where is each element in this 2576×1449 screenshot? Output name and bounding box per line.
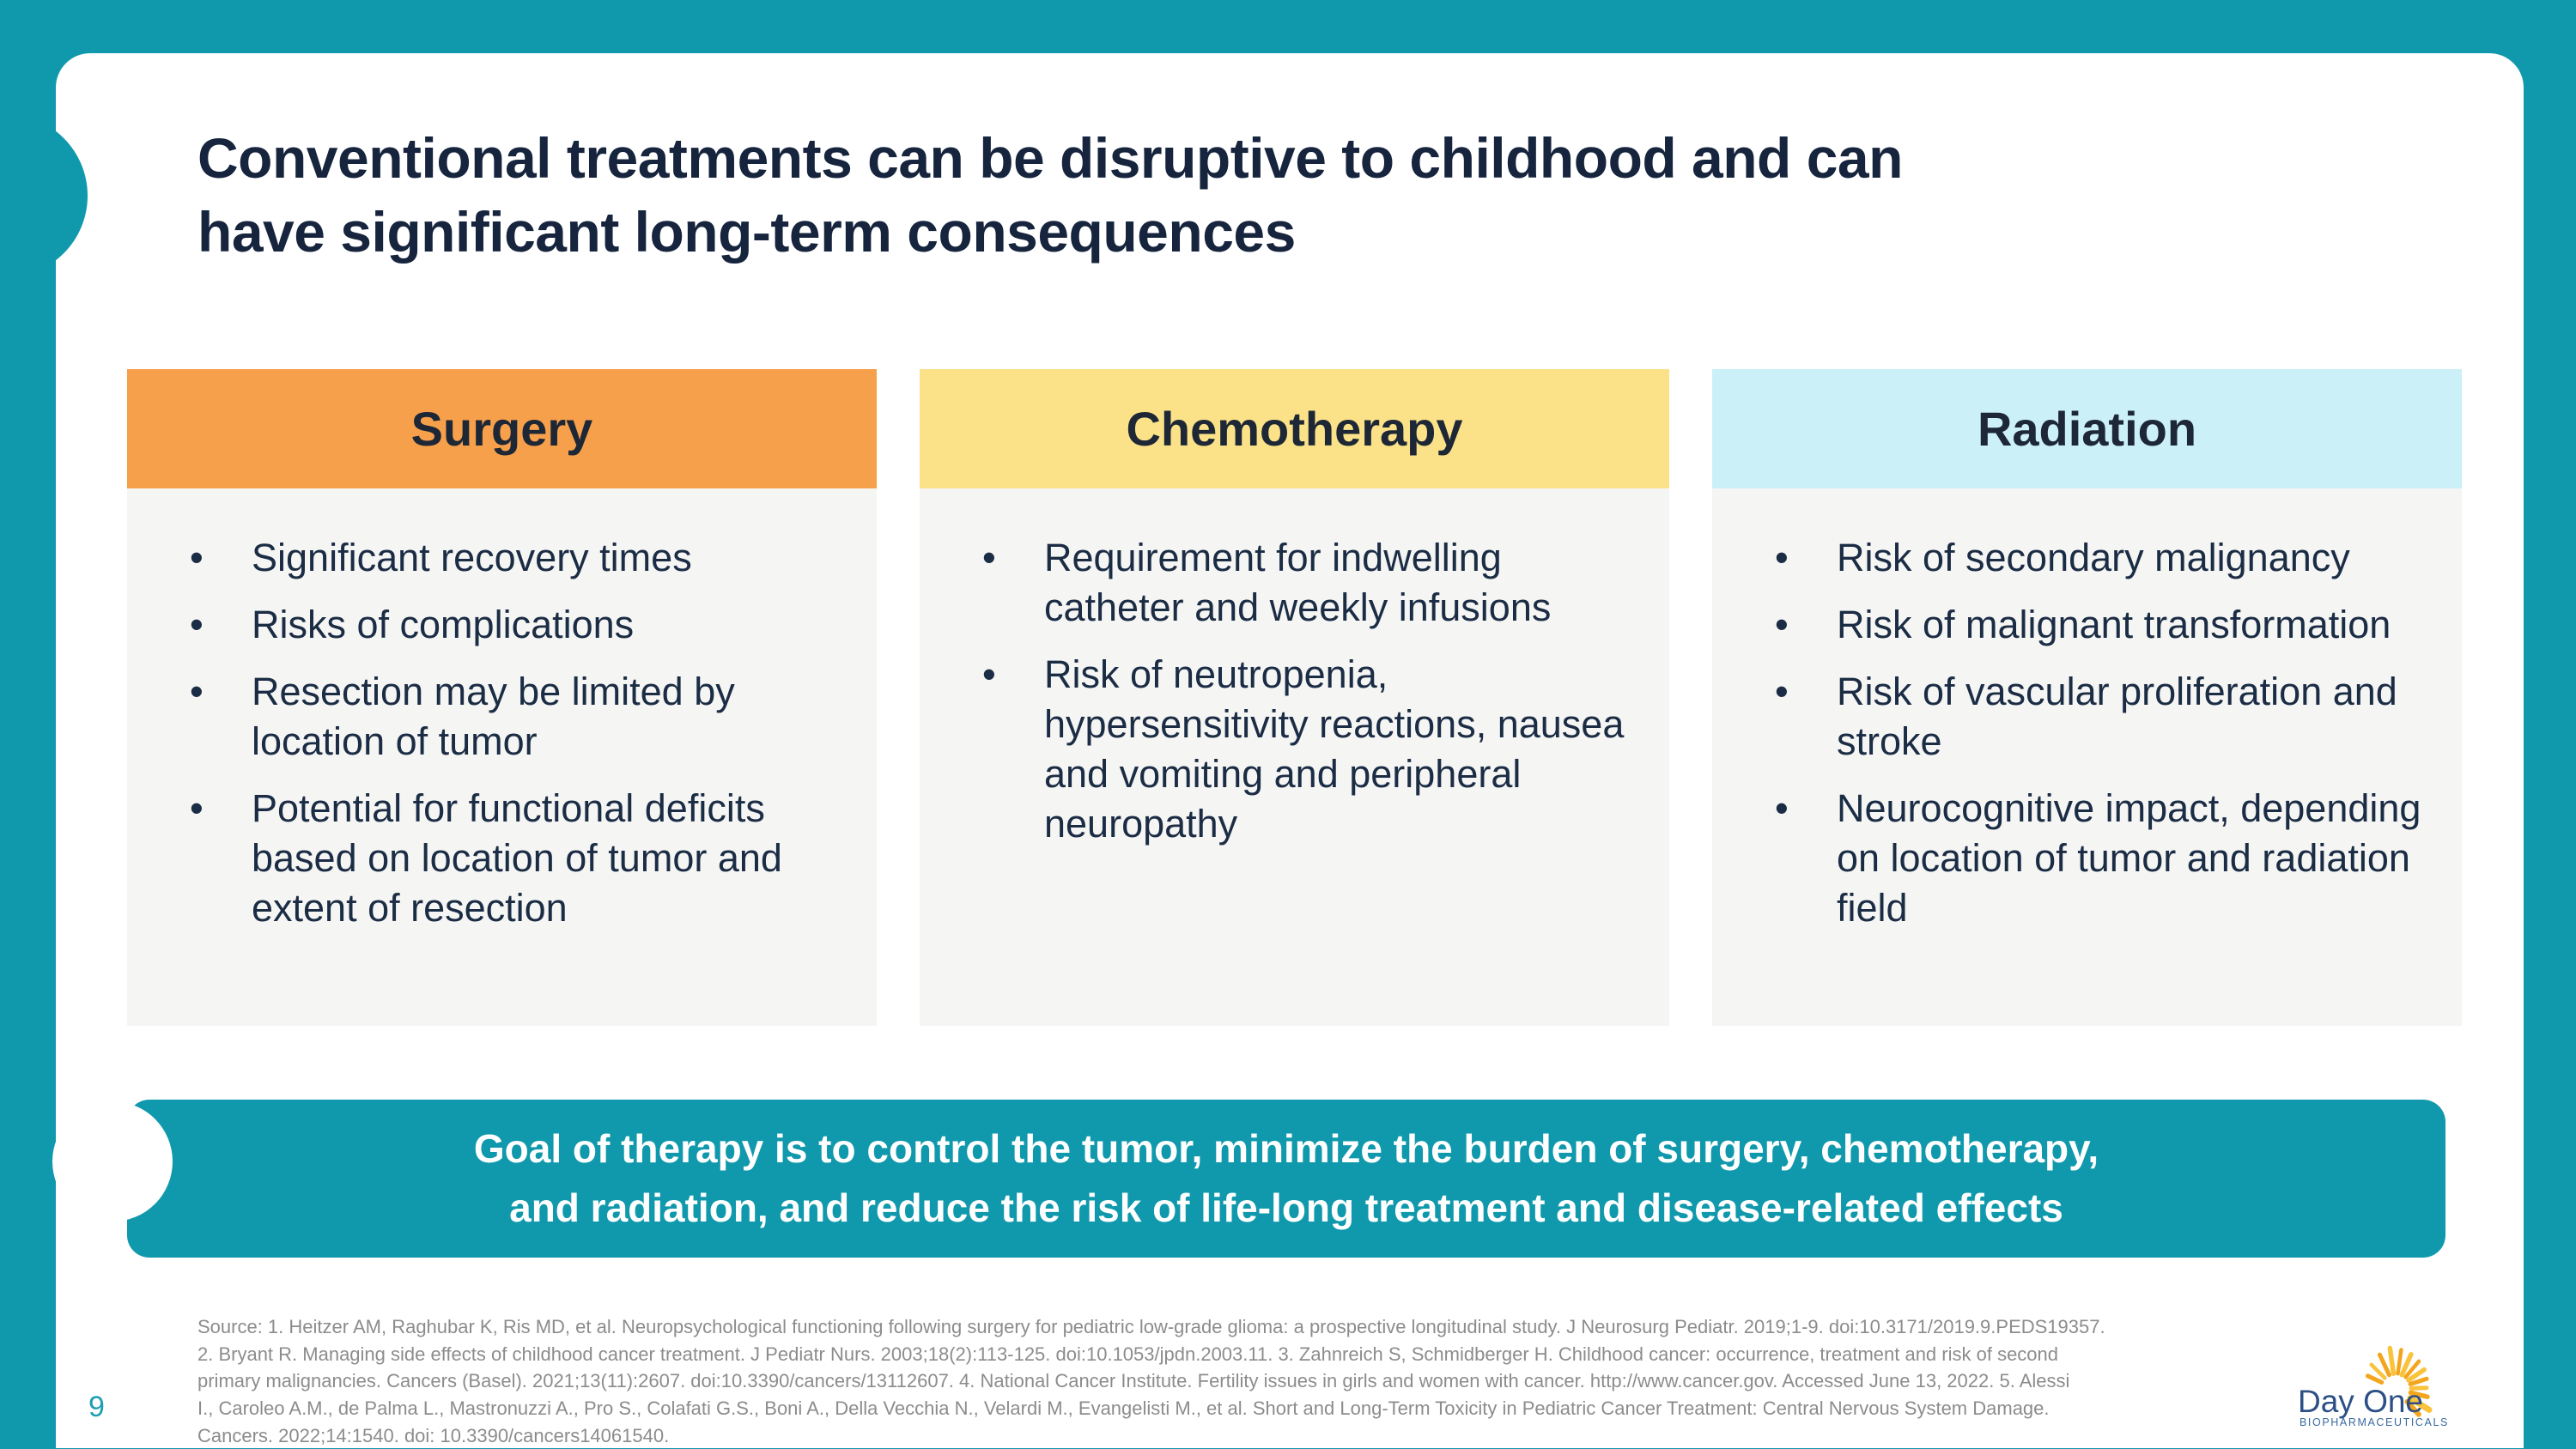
source-line: Source: 1. Heitzer AM, Raghubar K, Ris M… xyxy=(197,1316,2105,1337)
bullet-item: Risk of neutropenia, hypersensitivity re… xyxy=(982,650,1643,849)
column-chemotherapy: Chemotherapy Requirement for indwelling … xyxy=(920,369,1669,1026)
source-line: Cancers. 2022;14:1540. doi: 10.3390/canc… xyxy=(197,1424,670,1446)
bullet-item: Risk of malignant transformation xyxy=(1775,600,2436,650)
page-title: Conventional treatments can be disruptiv… xyxy=(197,122,2447,270)
column-header-chemotherapy: Chemotherapy xyxy=(920,369,1669,488)
bullet-item: Neurocognitive impact, depending on loca… xyxy=(1775,784,2436,933)
bullet-list-surgery: Significant recovery times Risks of compl… xyxy=(190,533,851,933)
sunburst-icon xyxy=(2365,1345,2433,1417)
goal-banner-line-1: Goal of therapy is to control the tumor,… xyxy=(473,1126,2099,1171)
column-surgery: Surgery Significant recovery times Risks … xyxy=(127,369,877,1026)
goal-banner-line-2: and radiation, and reduce the risk of li… xyxy=(509,1185,2063,1230)
column-body-radiation: Risk of secondary malignancy Risk of mali… xyxy=(1712,488,2462,1026)
source-line: 2. Bryant R. Managing side effects of ch… xyxy=(197,1343,2059,1365)
banner-left-notch xyxy=(52,1101,173,1222)
bullet-item: Potential for functional deficits based … xyxy=(190,784,851,933)
page-number: 9 xyxy=(88,1391,105,1423)
treatment-columns: Surgery Significant recovery times Risks … xyxy=(127,369,2462,1026)
bullet-item: Risks of complications xyxy=(190,600,851,650)
day-one-logo: Day One BIOPHARMACEUTICALS xyxy=(2280,1320,2503,1436)
source-citation: Source: 1. Heitzer AM, Raghubar K, Ris M… xyxy=(197,1313,2370,1449)
bullet-list-radiation: Risk of secondary malignancy Risk of mali… xyxy=(1775,533,2436,933)
page-title-line-2: have significant long-term consequences xyxy=(197,199,1296,264)
bullet-item: Risk of vascular proliferation and strok… xyxy=(1775,667,2436,767)
column-body-surgery: Significant recovery times Risks of compl… xyxy=(127,488,877,1026)
bullet-item: Requirement for indwelling catheter and … xyxy=(982,533,1643,633)
source-line: I., Caroleo A.M., de Palma L., Mastronuz… xyxy=(197,1397,2050,1420)
brand-tagline: BIOPHARMACEUTICALS xyxy=(2300,1416,2449,1428)
bullet-item: Risk of secondary malignancy xyxy=(1775,533,2436,583)
column-header-surgery: Surgery xyxy=(127,369,877,488)
bullet-item: Resection may be limited by location of … xyxy=(190,667,851,767)
page-title-line-1: Conventional treatments can be disruptiv… xyxy=(197,126,1903,190)
goal-banner: Goal of therapy is to control the tumor,… xyxy=(127,1100,2445,1258)
brand-name: Day One xyxy=(2298,1384,2424,1419)
source-line: primary malignancies. Cancers (Basel). 2… xyxy=(197,1370,2070,1392)
column-header-radiation: Radiation xyxy=(1712,369,2462,488)
column-radiation: Radiation Risk of secondary malignancyRi… xyxy=(1712,369,2462,1026)
bullet-list-chemotherapy: Requirement for indwelling catheter and … xyxy=(982,533,1643,849)
column-body-chemotherapy: Requirement for indwelling catheter and … xyxy=(920,488,1669,1026)
bullet-item: Significant recovery times xyxy=(190,533,851,583)
